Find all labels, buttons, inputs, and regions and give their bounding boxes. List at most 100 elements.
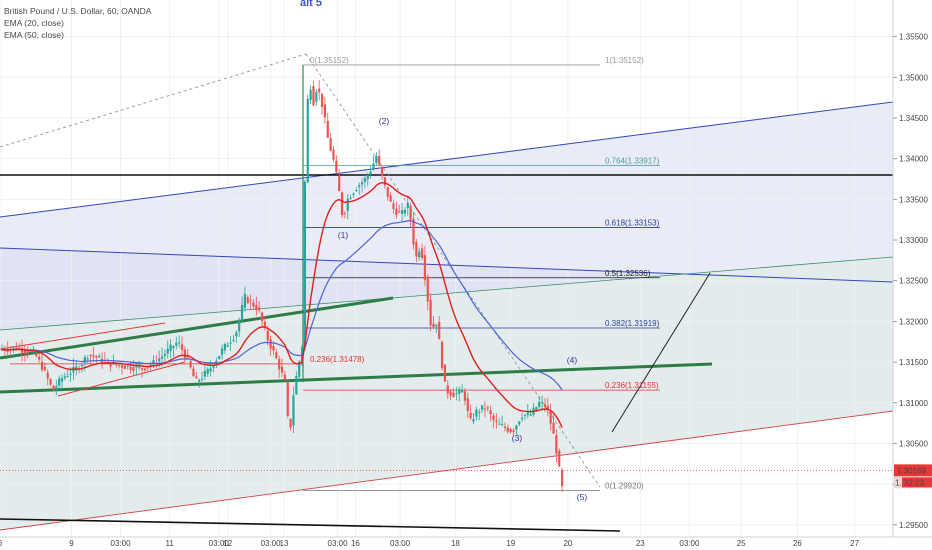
candle-body — [358, 185, 361, 188]
wave-label: (1) — [338, 230, 349, 240]
countdown-inner — [902, 477, 932, 488]
candle-body — [226, 345, 229, 347]
candle-body — [120, 365, 124, 368]
candle-body — [86, 358, 89, 360]
candle-body — [152, 360, 155, 365]
candle-body — [492, 415, 495, 421]
candle-body — [446, 385, 449, 394]
dashed-projection-line — [0, 53, 307, 148]
candle-body — [286, 382, 289, 417]
candle-body — [309, 89, 312, 101]
candle-body — [520, 417, 524, 420]
candle-body — [418, 251, 421, 258]
price-axis-label: 1.35000 — [899, 73, 928, 82]
fib-level-label: 0(1.35152) — [310, 56, 349, 65]
price-axis-label: 1.34000 — [899, 155, 928, 164]
candle-body — [389, 195, 392, 202]
candle-body — [526, 412, 529, 415]
time-axis-label: 03:00 — [390, 539, 411, 548]
candle-body — [449, 391, 452, 396]
price-axis-label: 1.35500 — [899, 33, 928, 42]
candle-body — [149, 364, 152, 366]
candle-body — [398, 211, 401, 213]
price-axis-label: 1.34500 — [899, 114, 928, 123]
candle-body — [426, 276, 429, 302]
candle-body — [263, 321, 266, 328]
mini-channel-top — [0, 322, 166, 350]
price-axis-label: 1.30500 — [899, 439, 928, 448]
candle-body — [518, 421, 521, 425]
candle-body — [315, 91, 318, 102]
candle-body — [249, 299, 252, 301]
fib2-level-label: 0.236(1.31478) — [310, 355, 365, 364]
candle-body — [38, 356, 41, 360]
candle-body — [486, 407, 489, 409]
candle-body — [498, 423, 501, 425]
candle-body — [403, 209, 407, 214]
candle-body — [332, 149, 335, 160]
candle-body — [40, 361, 44, 371]
alt-annotation: alt 5 — [300, 0, 323, 9]
candle-body — [469, 412, 472, 419]
price-axis-label: 1.33000 — [899, 236, 928, 245]
candles-group — [0, 80, 564, 493]
fib-level-label: 1(1.35152) — [605, 56, 644, 65]
candle-body — [329, 138, 332, 151]
price-axis-background — [893, 0, 932, 550]
candle-body — [523, 414, 527, 416]
candle-body — [206, 368, 209, 374]
candle-body — [35, 353, 38, 357]
ema20-line — [1, 181, 563, 428]
time-axis-label: 9 — [69, 539, 74, 548]
candle-body — [546, 405, 549, 410]
candle-body — [346, 198, 349, 211]
candle-body — [63, 376, 66, 379]
candle-body — [375, 155, 378, 164]
candle-body — [369, 171, 372, 175]
candle-body — [478, 411, 481, 413]
candle-body — [338, 175, 341, 192]
time-axis-label: 18 — [451, 539, 460, 548]
candle-body — [452, 392, 455, 398]
candle-body — [326, 120, 329, 138]
candle-body — [49, 379, 52, 385]
candle-body — [158, 358, 161, 362]
candle-body — [355, 189, 358, 192]
candle-body — [506, 427, 509, 432]
candle-body — [109, 362, 112, 367]
wave-label: (3) — [512, 433, 523, 443]
candle-body — [472, 419, 475, 422]
candle-body — [123, 365, 126, 369]
symbol-title: British Pound / U.S. Dollar, 60, OANDA — [4, 6, 152, 16]
candle-body — [343, 213, 347, 215]
projected-path-line — [611, 272, 711, 433]
candle-body — [58, 378, 61, 386]
fib-level-label: 0.618(1.33153) — [605, 219, 660, 228]
candle-body — [535, 407, 538, 411]
candle-body — [218, 355, 221, 360]
price-axis-label: 1.29500 — [899, 521, 928, 530]
candle-body — [66, 376, 69, 378]
candle-body — [366, 174, 369, 180]
price-axis-label: 1.31500 — [899, 358, 928, 367]
candle-body — [438, 321, 441, 340]
candle-body — [69, 373, 72, 375]
candle-body — [260, 312, 264, 322]
candle-body — [480, 405, 484, 410]
candle-body — [475, 409, 478, 417]
candle-body — [12, 346, 15, 349]
fib-level-label: 0.236(1.31155) — [605, 381, 659, 390]
candle-body — [378, 155, 381, 165]
candle-body — [178, 342, 181, 344]
candle-body — [238, 319, 241, 332]
time-axis-label: 03:00 — [328, 539, 349, 548]
candle-body — [349, 197, 352, 199]
candle-body — [395, 208, 398, 215]
candle-body — [423, 254, 427, 281]
candle-body — [243, 293, 246, 308]
candle-body — [280, 366, 284, 373]
time-axis-label: 03:00 — [261, 539, 282, 548]
candle-body — [360, 182, 364, 185]
candle-body — [509, 429, 512, 433]
